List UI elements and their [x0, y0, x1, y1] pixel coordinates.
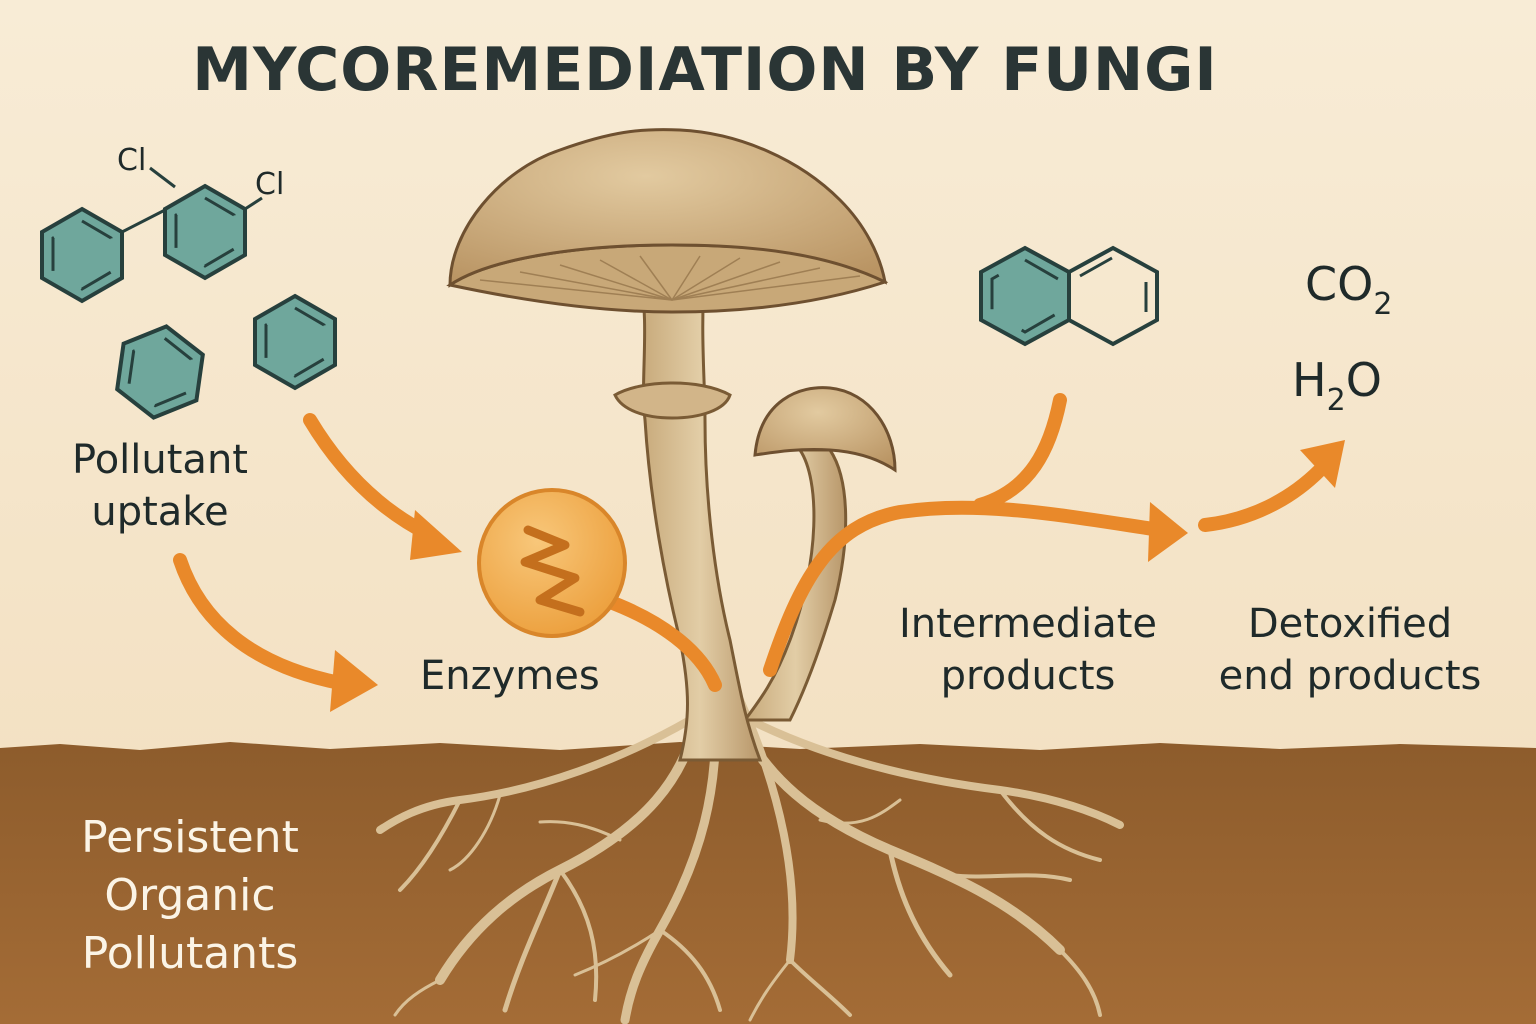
- pop-line-2: Organic: [104, 870, 276, 921]
- intermediate-line-1: Intermediate: [898, 601, 1158, 647]
- benzene-ring-icon: [163, 183, 247, 281]
- diagram-title: MYCOREMEDIATION BY FUNGI: [192, 35, 1218, 105]
- detoxified-line-2: end products: [1218, 653, 1482, 699]
- small-mushroom: [742, 386, 897, 722]
- chlorine-label: Cl: [117, 143, 146, 178]
- arrow-uptake-to-soil: [173, 553, 347, 690]
- arrow-stem-to-intermediate: [763, 500, 1167, 677]
- enzyme-icon: [477, 488, 627, 638]
- pollutant-uptake-line-1: Pollutant: [72, 437, 248, 483]
- chlorine-label: Cl: [255, 167, 284, 202]
- arrow-heads: [330, 440, 1345, 712]
- arrow-uptake-to-enzymes: [303, 413, 437, 542]
- arrow-enzymes-to-stem: [598, 593, 722, 692]
- mycelium-roots: [376, 695, 1124, 1024]
- naphthalene-icon: [979, 245, 1159, 347]
- large-mushroom: [446, 128, 889, 762]
- arrow-intermediate-to-end: [1198, 463, 1327, 532]
- pollutant-uptake-line-2: uptake: [91, 489, 229, 535]
- enzymes-label: Enzymes: [420, 653, 600, 699]
- sky-background: [0, 0, 1536, 760]
- benzene-ring-icon: [253, 293, 337, 391]
- detoxified-end-products-label: Detoxified end products: [1200, 604, 1500, 696]
- h2o-label: H2O: [1292, 353, 1382, 418]
- persistent-organic-pollutants-label: Persistent Organic Pollutants: [40, 816, 340, 976]
- pollutant-uptake-label: Pollutant uptake: [40, 440, 280, 532]
- process-arrows: [173, 393, 1327, 692]
- lightning-bolt-icon: [520, 525, 585, 617]
- benzene-ring-icon: [40, 206, 124, 304]
- pop-line-3: Pollutants: [81, 928, 299, 979]
- intermediate-products-label: Intermediate products: [880, 604, 1176, 696]
- chemical-bonds: [121, 166, 263, 234]
- soil-layer: [0, 742, 1536, 1024]
- arrow-naphthalene-to-flow: [973, 393, 1067, 512]
- detoxified-line-1: Detoxified: [1247, 601, 1453, 647]
- intermediate-line-2: products: [940, 653, 1116, 699]
- pop-line-1: Persistent: [81, 812, 299, 863]
- co2-label: CO2: [1305, 257, 1392, 322]
- benzene-ring-icon: [115, 324, 205, 420]
